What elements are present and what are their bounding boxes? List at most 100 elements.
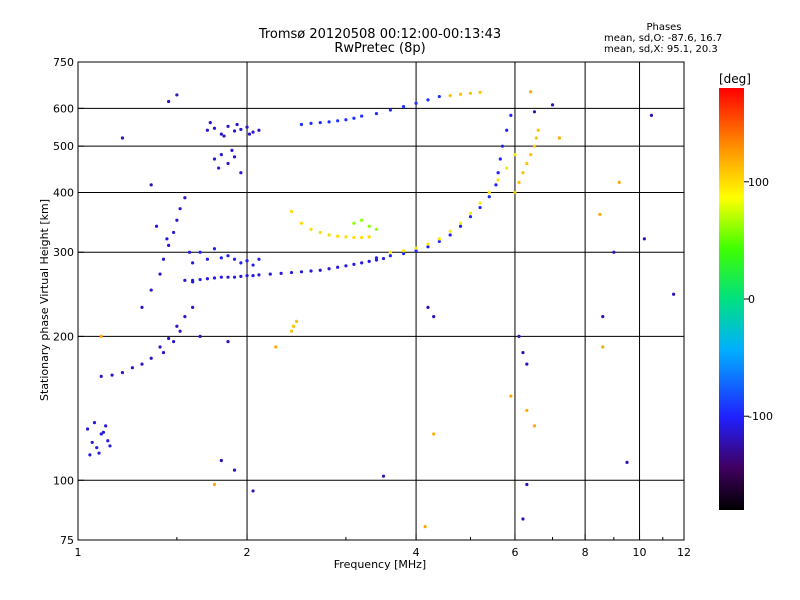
- plot-frame: [77, 61, 685, 541]
- data-point: [175, 93, 179, 97]
- data-point: [525, 161, 529, 166]
- y-tick-label: 200: [53, 330, 74, 343]
- data-point: [388, 250, 392, 254]
- data-point: [525, 482, 529, 487]
- data-point: [401, 252, 406, 256]
- data-point: [401, 105, 406, 109]
- data-point: [219, 275, 223, 279]
- data-point: [534, 136, 538, 140]
- data-point: [165, 237, 169, 241]
- data-point: [374, 227, 379, 231]
- data-point: [468, 91, 473, 95]
- data-point: [318, 121, 322, 125]
- data-point: [498, 157, 502, 161]
- data-point: [318, 230, 322, 235]
- data-point: [496, 171, 500, 175]
- y-tick-label: 600: [53, 102, 74, 115]
- data-point: [299, 122, 304, 127]
- data-point: [239, 127, 243, 132]
- data-point: [99, 432, 103, 436]
- data-point: [239, 274, 243, 279]
- y-tick-label: 750: [53, 56, 74, 69]
- data-point: [360, 235, 364, 240]
- x-tick-label: 1: [75, 546, 82, 559]
- data-point: [423, 525, 427, 529]
- x-tick-label: 10: [633, 546, 647, 559]
- data-point: [226, 124, 230, 128]
- data-point: [235, 122, 239, 127]
- data-point: [437, 94, 441, 99]
- data-point: [110, 373, 114, 377]
- data-point: [532, 144, 537, 148]
- data-point: [198, 277, 202, 282]
- data-point: [274, 345, 278, 349]
- data-point: [468, 215, 473, 219]
- data-point: [161, 257, 166, 261]
- data-point: [172, 340, 176, 344]
- data-point: [232, 155, 237, 159]
- data-point: [367, 224, 371, 228]
- data-point: [309, 269, 313, 273]
- data-point: [191, 261, 195, 265]
- data-point: [529, 90, 533, 94]
- data-point: [478, 205, 482, 210]
- data-point: [388, 254, 392, 258]
- data-point: [239, 261, 243, 265]
- data-point: [532, 424, 537, 428]
- data-point: [426, 98, 430, 102]
- data-point: [525, 408, 529, 413]
- data-point: [90, 440, 94, 445]
- data-point: [120, 370, 125, 375]
- data-point: [92, 421, 97, 425]
- data-point: [505, 128, 509, 132]
- data-point: [468, 211, 473, 215]
- data-point: [257, 257, 261, 261]
- data-point: [161, 350, 166, 355]
- data-point: [245, 259, 249, 263]
- data-point: [437, 239, 441, 244]
- data-point: [187, 250, 192, 254]
- data-point: [426, 305, 430, 309]
- data-point: [140, 305, 144, 309]
- data-point: [352, 235, 356, 240]
- data-point: [289, 270, 294, 275]
- data-point: [352, 116, 356, 120]
- x-tick-label: 2: [244, 546, 251, 559]
- data-point: [344, 118, 348, 122]
- data-point: [217, 166, 221, 170]
- data-point: [208, 121, 212, 125]
- data-point: [149, 183, 153, 187]
- data-point: [649, 113, 654, 117]
- y-tick-label: 100: [53, 474, 74, 487]
- data-point: [251, 263, 255, 267]
- phase-colorbar: [719, 88, 744, 510]
- data-point: [536, 128, 540, 132]
- data-point: [106, 439, 110, 443]
- data-point: [212, 276, 217, 280]
- data-point: [617, 180, 621, 184]
- data-point: [513, 153, 517, 157]
- data-point: [222, 134, 226, 138]
- data-point: [212, 482, 217, 487]
- data-point: [154, 224, 159, 228]
- data-point: [352, 221, 356, 225]
- data-point: [517, 180, 521, 184]
- data-point: [172, 230, 176, 235]
- data-point: [487, 190, 491, 195]
- data-point: [374, 111, 379, 116]
- data-point: [625, 460, 629, 464]
- data-point: [344, 264, 348, 268]
- data-point: [251, 130, 255, 134]
- data-point: [251, 274, 255, 278]
- data-point: [478, 201, 482, 205]
- data-point: [198, 334, 202, 338]
- data-point: [158, 272, 162, 276]
- data-point: [149, 356, 153, 360]
- data-point: [557, 136, 562, 140]
- x-tick-label: 6: [511, 546, 518, 559]
- data-point: [289, 209, 294, 214]
- data-point: [414, 246, 418, 250]
- data-point: [448, 93, 452, 98]
- data-point: [191, 278, 195, 282]
